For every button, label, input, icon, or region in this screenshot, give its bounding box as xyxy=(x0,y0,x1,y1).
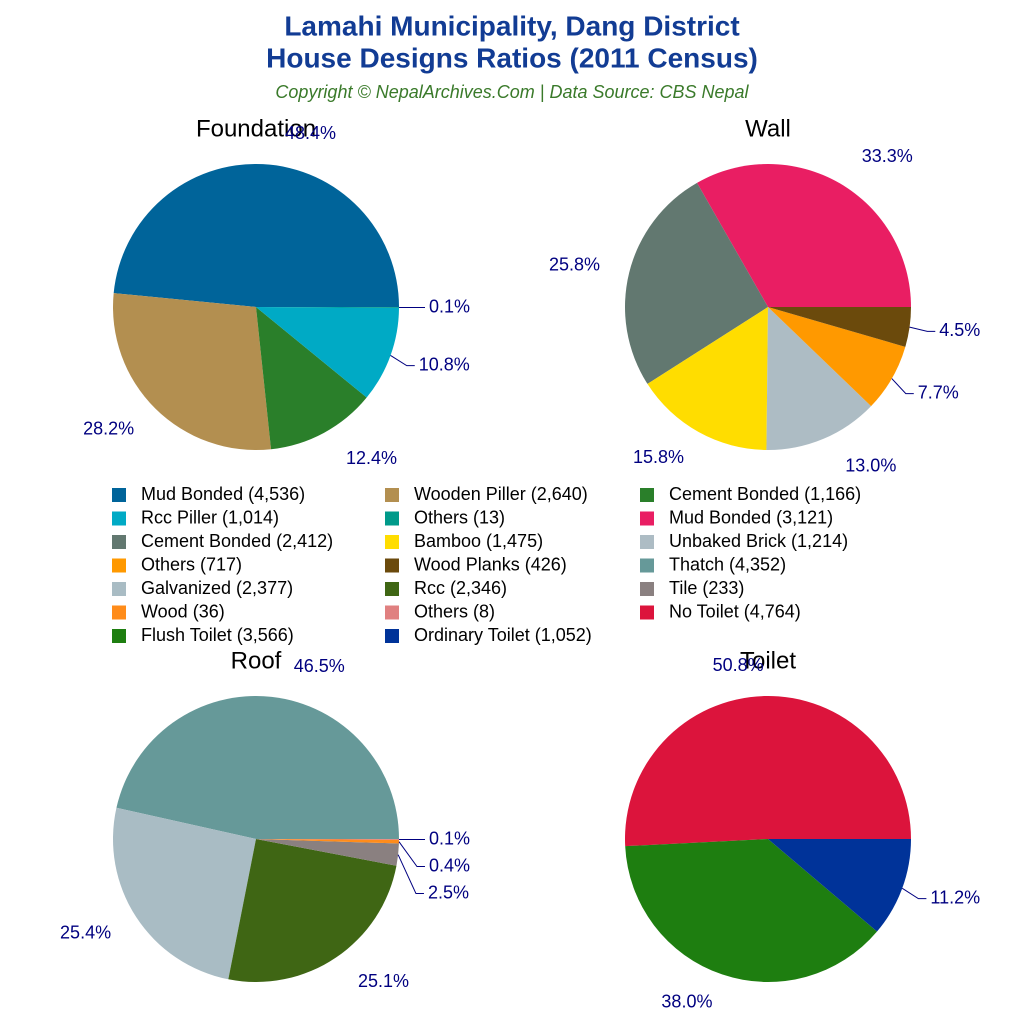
pie-title: Toilet xyxy=(740,647,796,674)
data-label: 25.8% xyxy=(549,254,600,274)
pie-slice xyxy=(766,307,872,450)
legend-label: Mud Bonded (3,121) xyxy=(669,507,833,527)
data-label: 0.4% xyxy=(429,855,470,875)
leader-line xyxy=(397,854,424,895)
data-label: 25.1% xyxy=(358,971,409,991)
pie-title: Wall xyxy=(745,115,791,142)
pie-slice xyxy=(228,839,397,982)
pie-slice xyxy=(112,293,272,451)
legend-swatch xyxy=(640,558,654,573)
pie-slice xyxy=(256,839,399,866)
data-label: 0.1% xyxy=(429,828,470,848)
pie-slice xyxy=(768,307,911,347)
data-label: 10.8% xyxy=(419,354,470,374)
legend-swatch xyxy=(385,558,399,573)
legend-label: Rcc (2,346) xyxy=(414,578,507,598)
pie-slice xyxy=(256,307,399,308)
legend-swatch xyxy=(385,582,399,596)
legend-swatch xyxy=(640,582,654,596)
pie-title: Roof xyxy=(231,647,282,674)
data-label: 28.2% xyxy=(83,419,134,439)
pie-slice xyxy=(625,695,912,847)
legend-swatch xyxy=(112,582,126,596)
pie-slice xyxy=(256,307,399,398)
chart-title: Lamahi Municipality, Dang District xyxy=(284,10,739,41)
data-label: 12.4% xyxy=(346,448,397,468)
legend-label: Thatch (4,352) xyxy=(669,554,786,574)
data-label: 25.4% xyxy=(60,922,111,942)
legend-label: Rcc Piller (1,014) xyxy=(141,507,279,527)
data-label: 50.8% xyxy=(713,655,764,675)
legend-swatch xyxy=(385,511,399,526)
legend-swatch xyxy=(385,629,399,643)
legend-label: Wood (36) xyxy=(141,601,225,621)
pie-slice xyxy=(624,182,768,384)
leader-line xyxy=(909,326,936,332)
legend-label: Flush Toilet (3,566) xyxy=(141,625,294,645)
legend-swatch xyxy=(112,488,126,502)
legend-label: Others (13) xyxy=(414,507,505,527)
legend-swatch xyxy=(640,511,654,526)
data-label: 2.5% xyxy=(428,882,469,902)
legend-swatch xyxy=(112,511,126,526)
pie-slice xyxy=(625,839,878,983)
data-label: 0.1% xyxy=(429,296,470,316)
legend-swatch xyxy=(112,629,126,643)
pie-title: Foundation xyxy=(196,115,316,142)
legend-swatch xyxy=(385,488,399,502)
data-label: 4.5% xyxy=(939,320,980,340)
legend-label: Galvanized (2,377) xyxy=(141,578,293,598)
data-label: 7.7% xyxy=(918,382,959,402)
legend-swatch xyxy=(640,605,654,620)
data-label: 13.0% xyxy=(845,455,896,475)
chart-title: House Designs Ratios (2011 Census) xyxy=(266,42,758,73)
pie-slice xyxy=(768,839,911,932)
legend-swatch xyxy=(385,605,399,620)
legend-label: Wooden Piller (2,640) xyxy=(414,484,588,504)
legend-label: Mud Bonded (4,536) xyxy=(141,484,305,504)
data-label: 48.4% xyxy=(285,123,336,143)
pie-slice xyxy=(697,164,911,307)
data-label: 11.2% xyxy=(930,887,980,907)
legend-label: Ordinary Toilet (1,052) xyxy=(414,625,592,645)
legend-swatch xyxy=(385,535,399,549)
legend-swatch xyxy=(112,535,126,549)
data-label: 38.0% xyxy=(661,992,712,1012)
legend-swatch xyxy=(112,558,126,573)
chart-subtitle: Copyright © NepalArchives.Com | Data Sou… xyxy=(275,82,749,102)
legend-label: Others (8) xyxy=(414,601,495,621)
legend-label: Bamboo (1,475) xyxy=(414,531,543,551)
legend-swatch xyxy=(640,488,654,502)
legend-swatch xyxy=(112,605,126,620)
leader-line xyxy=(398,841,425,868)
pie-slice xyxy=(256,839,399,840)
pie-slice xyxy=(256,307,367,450)
data-label: 15.8% xyxy=(633,447,684,467)
legend-label: Cement Bonded (2,412) xyxy=(141,531,333,551)
legend-label: Unbaked Brick (1,214) xyxy=(669,531,848,551)
pie-slice xyxy=(256,839,399,844)
pie-slice xyxy=(647,307,768,450)
legend-label: Others (717) xyxy=(141,554,242,574)
pie-slice xyxy=(113,807,256,980)
legend-label: Tile (233) xyxy=(669,578,744,598)
legend-label: No Toilet (4,764) xyxy=(669,601,801,621)
pie-slice xyxy=(113,163,400,307)
data-label: 46.5% xyxy=(294,656,345,676)
pie-slice xyxy=(768,307,906,407)
leader-line xyxy=(390,355,415,367)
pie-slice xyxy=(116,696,399,839)
leader-line xyxy=(891,378,914,395)
leader-line xyxy=(901,887,927,900)
legend-label: Wood Planks (426) xyxy=(414,554,567,574)
legend-label: Cement Bonded (1,166) xyxy=(669,484,861,504)
legend-swatch xyxy=(640,535,654,549)
data-label: 33.3% xyxy=(862,146,913,166)
